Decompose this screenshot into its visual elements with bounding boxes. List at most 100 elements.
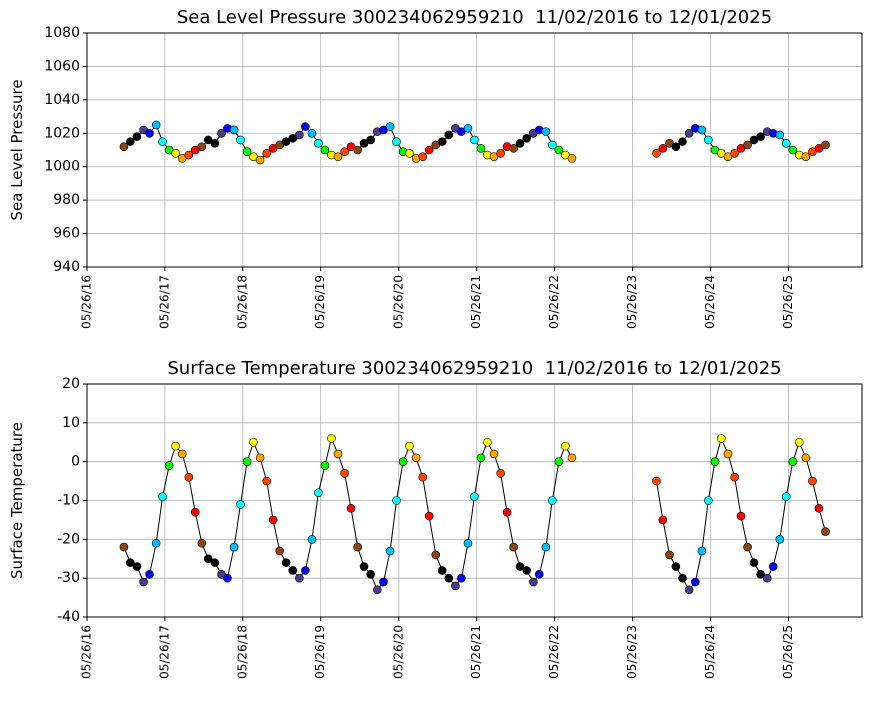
data-point bbox=[697, 546, 707, 556]
data-point bbox=[184, 150, 194, 160]
data-point bbox=[704, 135, 713, 145]
y-tick-label: 980 bbox=[53, 192, 80, 208]
data-point bbox=[210, 139, 220, 148]
data-point bbox=[262, 476, 272, 486]
data-point bbox=[658, 144, 668, 153]
data-point bbox=[139, 577, 148, 587]
data-line bbox=[123, 436, 826, 591]
data-point bbox=[794, 437, 804, 447]
data-point bbox=[197, 538, 207, 548]
data-point bbox=[307, 128, 317, 138]
data-point bbox=[340, 469, 349, 478]
data-point bbox=[697, 125, 707, 135]
data-point bbox=[821, 527, 830, 536]
data-point bbox=[684, 128, 694, 138]
y-tick-label: 20 bbox=[62, 376, 80, 392]
data-point bbox=[710, 457, 720, 466]
data-point bbox=[457, 573, 466, 583]
data-point bbox=[385, 546, 395, 556]
x-tick-label: 05/26/23 bbox=[625, 275, 639, 329]
x-tick-label: 05/26/25 bbox=[781, 625, 795, 679]
data-point bbox=[158, 492, 167, 501]
data-point bbox=[268, 515, 278, 525]
y-tick-label: -20 bbox=[57, 531, 80, 547]
data-point bbox=[132, 132, 142, 141]
data-point bbox=[307, 535, 317, 544]
data-point bbox=[229, 125, 239, 135]
x-tick-label: 05/26/19 bbox=[313, 275, 327, 329]
data-point bbox=[392, 496, 401, 505]
data-point bbox=[444, 573, 454, 583]
data-point bbox=[145, 569, 154, 579]
data-point bbox=[684, 585, 694, 595]
data-point bbox=[529, 577, 538, 587]
data-point bbox=[171, 441, 180, 451]
data-point bbox=[197, 142, 207, 151]
data-point bbox=[756, 132, 765, 141]
data-point bbox=[704, 496, 713, 505]
data-point bbox=[801, 453, 811, 463]
data-point bbox=[554, 457, 564, 466]
data-point bbox=[496, 149, 505, 158]
data-point bbox=[379, 577, 388, 587]
data-point bbox=[151, 538, 161, 548]
data-point bbox=[678, 137, 687, 146]
x-tick-label: 05/26/18 bbox=[235, 625, 249, 679]
data-point bbox=[340, 147, 349, 156]
data-point bbox=[314, 139, 323, 148]
x-tick-label: 05/26/21 bbox=[469, 625, 483, 679]
data-point bbox=[522, 134, 531, 143]
y-tick-label: 1080 bbox=[44, 25, 80, 41]
data-point bbox=[444, 130, 454, 140]
data-point bbox=[781, 492, 791, 501]
y-tick-label: 0 bbox=[71, 454, 80, 470]
data-point bbox=[483, 437, 492, 447]
data-point bbox=[463, 538, 473, 548]
x-tick-label: 05/26/22 bbox=[547, 275, 561, 329]
data-point bbox=[788, 457, 798, 466]
data-point bbox=[288, 566, 298, 575]
data-point bbox=[541, 127, 551, 136]
data-point bbox=[405, 441, 414, 451]
x-tick-label: 05/26/21 bbox=[469, 275, 483, 329]
data-point bbox=[229, 542, 239, 552]
data-point bbox=[281, 558, 291, 567]
data-point bbox=[781, 139, 791, 148]
data-point bbox=[242, 457, 252, 466]
data-point bbox=[255, 155, 265, 165]
data-point bbox=[392, 137, 401, 146]
data-point bbox=[217, 128, 226, 138]
data-point bbox=[509, 542, 518, 552]
data-point bbox=[730, 149, 739, 158]
data-point bbox=[236, 500, 245, 509]
data-point bbox=[255, 453, 265, 463]
data-point bbox=[151, 120, 161, 130]
y-tick-label: 1040 bbox=[44, 92, 80, 108]
y-tick-label: 1000 bbox=[44, 159, 80, 175]
data-point bbox=[177, 449, 187, 459]
data-point bbox=[470, 492, 479, 501]
x-tick-label: 05/26/20 bbox=[391, 625, 405, 679]
data-point bbox=[126, 558, 135, 567]
data-point bbox=[437, 566, 447, 575]
data-point bbox=[210, 558, 220, 567]
data-point bbox=[262, 149, 272, 158]
y-tick-label: 1020 bbox=[44, 125, 80, 141]
x-tick-label: 05/26/17 bbox=[157, 275, 171, 329]
data-point bbox=[743, 542, 752, 552]
y-axis-label: Surface Temperature bbox=[8, 422, 26, 579]
data-point bbox=[217, 569, 226, 579]
data-point bbox=[405, 149, 414, 158]
data-point bbox=[249, 437, 258, 447]
data-point bbox=[398, 457, 408, 466]
data-point bbox=[547, 496, 557, 505]
data-point bbox=[275, 546, 285, 556]
plot-area bbox=[119, 120, 830, 165]
data-point bbox=[717, 434, 726, 443]
y-tick-label: -10 bbox=[57, 493, 80, 509]
data-point bbox=[418, 152, 428, 161]
x-tick-label: 05/26/19 bbox=[313, 625, 327, 679]
data-point bbox=[295, 130, 304, 140]
data-point bbox=[522, 566, 531, 575]
data-point bbox=[236, 135, 245, 145]
